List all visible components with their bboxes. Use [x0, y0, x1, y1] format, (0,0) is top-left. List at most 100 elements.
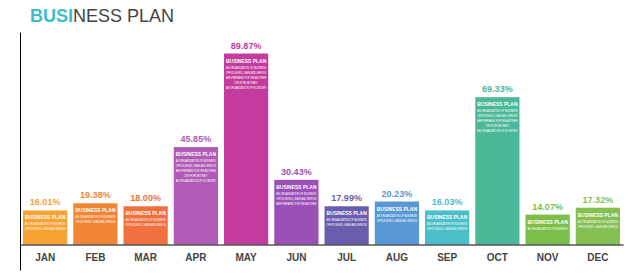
- x-tick: SEP: [437, 245, 457, 263]
- y-axis-line: [20, 33, 21, 271]
- bar-text: AN ORGANIZATION OF BUSINESS: [25, 222, 65, 226]
- bar-text: ON FOR MONEY: [486, 124, 510, 128]
- bar: [325, 206, 369, 244]
- bar-heading: BUSINESS PLAN: [176, 151, 216, 157]
- bar-text: ARE PREPARED FOR THE ANOTHER: [226, 76, 267, 80]
- bar-text: OFFICE DESKS, LEASE AND SERVICE: [176, 164, 216, 168]
- x-tick: JUL: [337, 245, 356, 263]
- title-part: NESS PLAN: [73, 6, 174, 26]
- bar: [475, 97, 519, 244]
- bar-text: AN ORGANIZATION OF BUSINESS: [126, 218, 166, 222]
- data-label: 14.07%: [532, 202, 563, 212]
- bar-heading: BUSINESS PLAN: [528, 219, 568, 225]
- x-tick: AUG: [386, 245, 408, 263]
- title: BUSINESS PLAN: [30, 6, 174, 26]
- bar-heading: BUSINESS PLAN: [578, 212, 618, 218]
- bars: [23, 54, 620, 245]
- bar-text: AN ORGANIZATION OF BUSINESS: [276, 192, 316, 196]
- bar: [526, 215, 570, 245]
- bar-heading: BUSINESS PLAN: [427, 214, 467, 220]
- bar-heading: BUSINESS PLAN: [126, 210, 166, 216]
- data-label: 17.32%: [583, 195, 614, 205]
- bar-text: AN ORGANIZATION OF BUSINESS: [528, 227, 568, 231]
- data-label: 18.00%: [130, 193, 161, 203]
- chart: BUSINESS PLAN AN ORGANIZATION OF BUSINESS…: [0, 0, 633, 280]
- data-label: 16.03%: [432, 197, 463, 207]
- x-tick-label: APR: [185, 252, 207, 263]
- bar-text: AN ORGANIZATION OF BUSINESS: [578, 220, 618, 224]
- data-label: 17.99%: [331, 193, 362, 203]
- bar-texts: BUSINESS PLAN AN ORGANIZATION OF BUSINESS…: [25, 58, 618, 232]
- x-axis: JAN FEB MAR APR MAY JUN JUL AUG SEP OCT NOV DEC: [21, 245, 624, 263]
- bar-text: OFFICE DESKS, LEASE AND SERVICE: [578, 225, 618, 229]
- x-tick-label: OCT: [487, 252, 508, 263]
- data-label: 89.87%: [231, 41, 262, 51]
- x-tick-label: JUN: [286, 252, 306, 263]
- bar-text: AN ORGANIZATION OF BUSINESS: [427, 222, 467, 226]
- x-axis-line: [21, 245, 624, 246]
- bar-text: OFFICE DESKS, LEASE AND SERVICE: [75, 220, 115, 224]
- bar: [425, 210, 469, 244]
- bar-heading: BUSINESS PLAN: [25, 214, 65, 220]
- bar-text: ARE PREPARED FOR THE ANOTHER: [477, 119, 518, 123]
- bar: [73, 203, 117, 244]
- x-tick-label: SEP: [437, 252, 457, 263]
- x-tick: DEC: [587, 245, 608, 263]
- bar-text: AN ORGANIZATION OF BUSINESS: [226, 66, 266, 70]
- bar-text: AN ORGANIZATION OF BUSINESS: [327, 218, 367, 222]
- x-tick-label: JUL: [337, 252, 356, 263]
- data-label: 30.43%: [281, 167, 312, 177]
- bar-text: OFFICE DESKS, LEASE AND SERVICE: [276, 197, 316, 201]
- bar-text: OFFICE DESKS, LEASE AND SERVICE: [226, 71, 266, 75]
- x-tick-label: DEC: [587, 252, 608, 263]
- bar-text: ARE PREPARED FOR THE ANOTHER: [276, 202, 317, 206]
- bar: [124, 206, 168, 244]
- bar-text: OFFICE DESKS, LEASE AND SERVICE: [327, 223, 367, 227]
- x-tick: JUN: [286, 245, 306, 263]
- x-tick: APR: [185, 245, 207, 263]
- x-tick-label: AUG: [386, 252, 408, 263]
- x-tick: NOV: [537, 245, 559, 263]
- bar: [375, 202, 419, 245]
- bar: [23, 210, 67, 244]
- x-tick: MAR: [134, 245, 158, 263]
- bar-text: AN ORGANIZATION OF BUSINESS: [377, 214, 417, 218]
- bar: [224, 54, 268, 245]
- x-tick: MAY: [235, 245, 257, 263]
- data-label: 20.23%: [382, 189, 413, 199]
- y-axis: [20, 33, 21, 271]
- x-tick-label: FEB: [85, 252, 105, 263]
- bar: [174, 147, 218, 244]
- bar-text: AN ORGANIZATION OF ECONOMY: [176, 179, 216, 183]
- x-tick-label: MAR: [134, 252, 158, 263]
- data-labels: 16.01%19.38%18.00%45.85%89.87%30.43%17.9…: [30, 41, 613, 212]
- data-label: 69.33%: [482, 84, 513, 94]
- bar-heading: BUSINESS PLAN: [226, 58, 266, 64]
- bar: [274, 180, 318, 245]
- x-tick-label: NOV: [537, 252, 559, 263]
- bar-text: OFFICE DESKS, LEASE AND SERVICE: [477, 114, 517, 118]
- bar-heading: BUSINESS PLAN: [75, 207, 115, 213]
- bar: [576, 208, 620, 245]
- bar-text: AN ORGANIZATION OF BUSINESS: [75, 215, 115, 219]
- bar-text: ON FOR MONEY: [184, 174, 208, 178]
- bar-text: OFFICE DESKS, LEASE AND SERVICE: [377, 219, 417, 223]
- bar-heading: BUSINESS PLAN: [377, 206, 417, 212]
- x-tick-label: JAN: [35, 252, 55, 263]
- x-tick: FEB: [85, 245, 105, 263]
- bar-heading: BUSINESS PLAN: [276, 184, 316, 190]
- x-tick: JAN: [35, 245, 55, 263]
- bar-text: ARE PREPARED FOR THE ANOTHER: [176, 169, 217, 173]
- title-part: BUSI: [30, 6, 73, 26]
- bar-text: AN ORGANIZATION OF BUSINESS: [176, 159, 216, 163]
- x-tick-label: MAY: [235, 252, 257, 263]
- bar-text: OFFICE DESKS, LEASE AND SERVICE: [25, 227, 65, 231]
- bar-text: AN ORGANIZATION OF ECONOMY: [226, 86, 266, 90]
- bar-text: ON FOR MONEY: [234, 81, 258, 85]
- data-label: 45.85%: [181, 134, 212, 144]
- x-tick: OCT: [487, 245, 508, 263]
- bar-text: AN ORGANIZATION OF BUSINESS: [477, 109, 517, 113]
- bar-heading: BUSINESS PLAN: [327, 210, 367, 216]
- bar-text: OFFICE DESKS, LEASE AND SERVICE: [427, 227, 467, 231]
- bar-text: OFFICE DESKS, LEASE AND SERVICE: [126, 223, 166, 227]
